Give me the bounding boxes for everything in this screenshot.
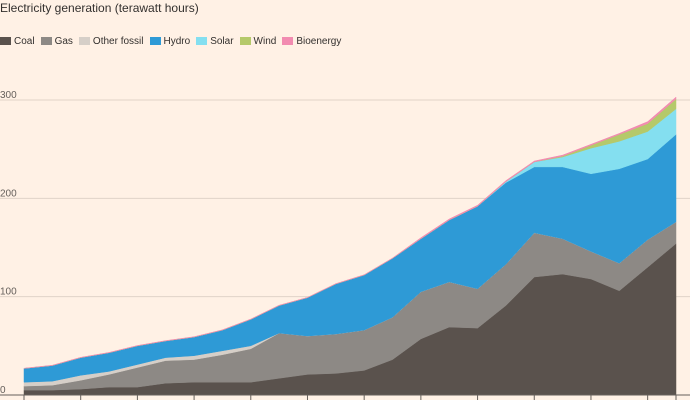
legend-swatch bbox=[40, 37, 52, 45]
legend-item-wind: Wind bbox=[239, 35, 277, 47]
legend-label: Bioenergy bbox=[296, 35, 342, 47]
y-tick-label: 0 bbox=[0, 385, 6, 396]
legend-item-bioenergy: Bioenergy bbox=[282, 36, 341, 47]
chart-legend: Coal Gas Other fossil Hydro Solar Wind Bioener… bbox=[0, 34, 347, 48]
chart-title: Electricity generation (terawatt hours) bbox=[0, 1, 199, 15]
legend-item-solar: Solar bbox=[196, 35, 234, 47]
legend-swatch bbox=[196, 37, 208, 45]
legend-item-coal: Coal bbox=[0, 36, 35, 47]
legend-swatch bbox=[0, 37, 11, 45]
y-tick-label: 200 bbox=[0, 188, 17, 199]
legend-swatch bbox=[78, 37, 90, 45]
legend-label: Solar bbox=[210, 35, 234, 47]
legend-label: Gas bbox=[54, 35, 73, 47]
legend-label: Hydro bbox=[163, 35, 191, 47]
legend-item-hydro: Hydro bbox=[149, 35, 191, 47]
y-tick-label: 300 bbox=[0, 90, 17, 101]
area-bioenergy bbox=[23, 96, 677, 369]
y-tick-label: 100 bbox=[0, 287, 17, 298]
legend-item-other-fossil: Other fossil bbox=[78, 35, 144, 47]
legend-label: Other fossil bbox=[92, 35, 144, 47]
legend-item-gas: Gas bbox=[40, 35, 73, 47]
legend-swatch bbox=[239, 37, 251, 45]
legend-swatch bbox=[282, 37, 294, 45]
legend-swatch bbox=[149, 37, 161, 45]
legend-label: Wind bbox=[253, 35, 277, 47]
legend-label: Coal bbox=[14, 35, 35, 47]
